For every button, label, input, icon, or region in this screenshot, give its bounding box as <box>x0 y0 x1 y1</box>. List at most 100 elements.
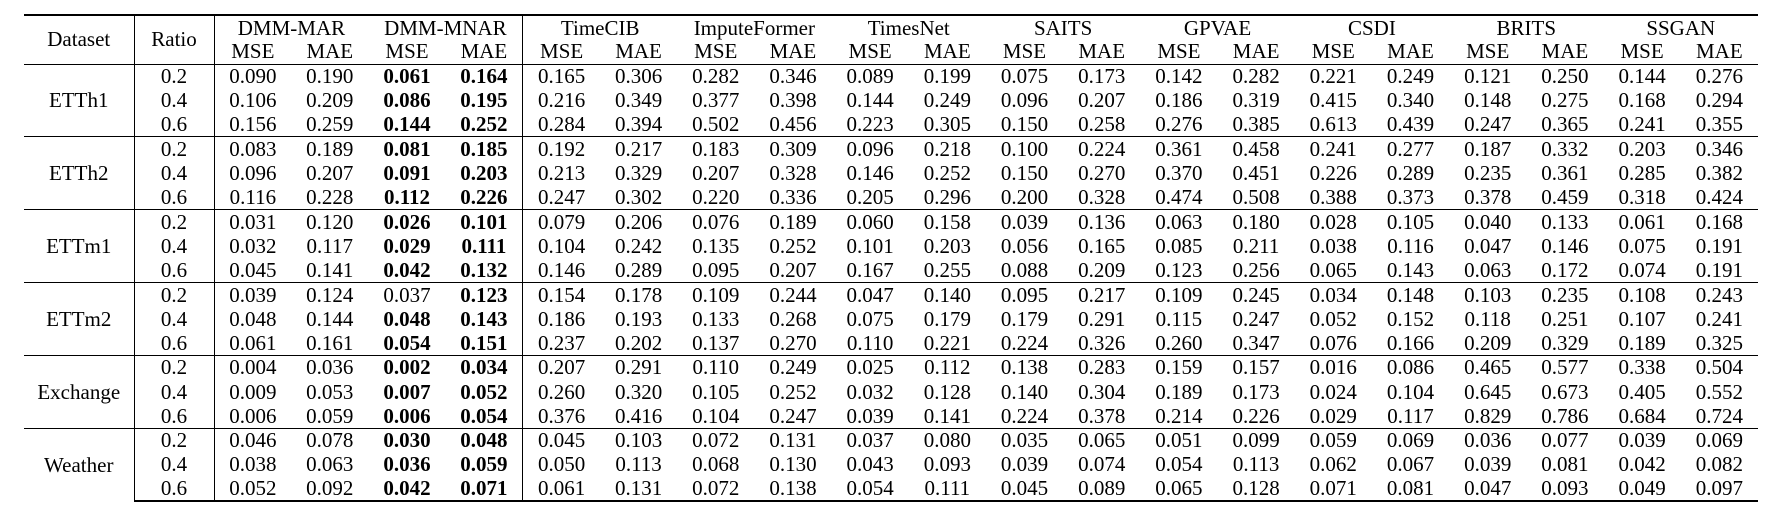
value-cell: 0.216 <box>538 88 586 112</box>
value-cell: 0.249 <box>923 88 971 112</box>
value-cell: 0.081 <box>1371 477 1450 503</box>
header-row-models: Dataset Ratio DMM-MAR DMM-MNAR TimeCIB Impu… <box>24 14 1758 64</box>
value-cell: 0.161 <box>306 331 354 355</box>
value-cell: 0.081 <box>368 136 446 162</box>
dataset-cell: ETTm2 <box>24 282 135 356</box>
value-cell: 0.346 <box>1680 136 1758 162</box>
value-cell: 0.349 <box>614 88 663 112</box>
value-cell: 0.113 <box>1232 452 1280 477</box>
value-cell: 0.144 <box>383 112 431 136</box>
value-cell: 0.456 <box>769 112 817 136</box>
value-cell: 0.111 <box>445 234 524 259</box>
value-cell: 0.277 <box>1371 136 1450 162</box>
value-cell: 0.138 <box>754 477 832 503</box>
value-cell: 0.050 <box>538 452 586 477</box>
value-cell: 0.328 <box>769 161 817 185</box>
value-cell: 0.045 <box>229 258 277 282</box>
value-cell: 0.045 <box>985 477 1064 503</box>
value-cell: 0.029 <box>1309 404 1357 428</box>
value-cell: 0.059 <box>1294 427 1372 453</box>
ratio-cell: 0.4 <box>134 379 215 405</box>
ratio-cell: 0.2 <box>134 282 215 307</box>
value-cell: 0.082 <box>1695 452 1743 477</box>
table-row: 0.6 0.045 0.141 0.042 0.132 0.146 0.289 0.095 0.… <box>24 258 1758 283</box>
ratio-cell: 0.6 <box>134 404 215 429</box>
metric-header: MAE <box>615 40 662 64</box>
value-cell: 0.148 <box>1371 282 1450 307</box>
value-cell: 0.089 <box>1063 477 1141 503</box>
value-cell: 0.039 <box>1603 427 1681 453</box>
value-cell: 0.037 <box>831 427 909 453</box>
value-cell: 0.131 <box>754 427 832 453</box>
value-cell: 0.047 <box>1449 477 1527 503</box>
value-cell: 0.133 <box>1526 209 1604 235</box>
value-cell: 0.217 <box>1063 282 1141 307</box>
value-cell: 0.092 <box>291 477 369 503</box>
value-cell: 0.062 <box>1309 452 1357 477</box>
value-cell: 0.132 <box>445 258 524 283</box>
value-cell: 0.040 <box>1449 209 1527 235</box>
value-cell: 0.252 <box>923 161 971 185</box>
value-cell: 0.109 <box>677 282 755 307</box>
results-table: Dataset Ratio DMM-MAR DMM-MNAR TimeCIB Impu… <box>24 14 1758 503</box>
value-cell: 0.340 <box>1386 88 1435 112</box>
model-header: SAITS <box>985 14 1141 40</box>
value-cell: 0.086 <box>1371 355 1450 380</box>
value-cell: 0.613 <box>1309 112 1357 136</box>
value-cell: 0.247 <box>1232 306 1280 331</box>
value-cell: 0.416 <box>614 404 663 428</box>
value-cell: 0.105 <box>692 379 740 404</box>
metric-header: MSE <box>540 40 584 64</box>
value-cell: 0.054 <box>383 331 431 355</box>
value-cell: 0.206 <box>599 209 678 235</box>
value-cell: 0.247 <box>1464 112 1512 136</box>
value-cell: 0.173 <box>1063 63 1141 89</box>
value-cell: 0.405 <box>1618 379 1666 404</box>
value-cell: 0.150 <box>1000 112 1049 136</box>
value-cell: 0.108 <box>1603 282 1681 307</box>
value-cell: 0.203 <box>1603 136 1681 162</box>
value-cell: 0.137 <box>692 331 740 355</box>
value-cell: 0.049 <box>1603 477 1681 503</box>
value-cell: 0.187 <box>1449 136 1527 162</box>
value-cell: 0.081 <box>1541 452 1589 477</box>
value-cell: 0.226 <box>1309 161 1357 185</box>
value-cell: 0.074 <box>1078 452 1126 477</box>
value-cell: 0.026 <box>368 209 446 235</box>
value-cell: 0.165 <box>1078 234 1126 258</box>
ratio-cell: 0.4 <box>134 161 215 186</box>
value-cell: 0.224 <box>1000 331 1049 355</box>
value-cell: 0.167 <box>846 258 894 282</box>
value-cell: 0.373 <box>1386 185 1435 209</box>
value-cell: 0.075 <box>1618 234 1666 258</box>
value-cell: 0.207 <box>306 161 354 185</box>
metric-header: MSE <box>1157 40 1201 64</box>
value-cell: 0.577 <box>1526 355 1604 380</box>
value-cell: 0.096 <box>229 161 277 185</box>
value-cell: 0.090 <box>214 63 292 89</box>
value-cell: 0.328 <box>1078 185 1126 209</box>
value-cell: 0.054 <box>445 404 524 429</box>
value-cell: 0.103 <box>599 427 678 453</box>
value-cell: 0.276 <box>1155 112 1203 136</box>
value-cell: 0.038 <box>229 452 277 477</box>
value-cell: 0.111 <box>908 477 986 503</box>
value-cell: 0.260 <box>1155 331 1203 355</box>
value-cell: 0.141 <box>923 404 971 428</box>
ratio-cell: 0.2 <box>134 427 215 453</box>
value-cell: 0.673 <box>1541 379 1589 404</box>
value-cell: 0.007 <box>383 379 431 404</box>
value-cell: 0.365 <box>1541 112 1589 136</box>
value-cell: 0.252 <box>769 379 817 404</box>
value-cell: 0.179 <box>1000 306 1049 331</box>
value-cell: 0.168 <box>1618 88 1666 112</box>
value-cell: 0.276 <box>1680 63 1758 89</box>
value-cell: 0.096 <box>1000 88 1049 112</box>
value-cell: 0.415 <box>1309 88 1357 112</box>
value-cell: 0.103 <box>1449 282 1527 307</box>
value-cell: 0.096 <box>831 136 909 162</box>
value-cell: 0.089 <box>831 63 909 89</box>
value-cell: 0.009 <box>229 379 277 404</box>
model-header: GPVAE <box>1140 14 1295 40</box>
value-cell: 0.325 <box>1695 331 1743 355</box>
